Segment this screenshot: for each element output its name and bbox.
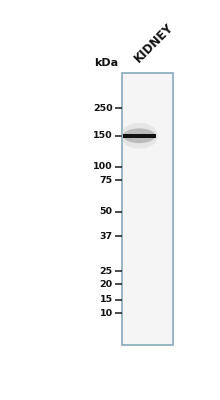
Text: 250: 250 bbox=[93, 104, 113, 112]
Bar bbox=[122, 73, 173, 345]
Text: 25: 25 bbox=[100, 267, 113, 276]
Text: 150: 150 bbox=[93, 131, 113, 140]
Text: 20: 20 bbox=[100, 280, 113, 289]
Text: kDa: kDa bbox=[95, 58, 119, 68]
Text: 100: 100 bbox=[93, 162, 113, 171]
Text: KIDNEY: KIDNEY bbox=[132, 21, 176, 65]
Text: 15: 15 bbox=[100, 295, 113, 304]
Text: 37: 37 bbox=[100, 232, 113, 241]
Text: 10: 10 bbox=[100, 309, 113, 318]
Text: 75: 75 bbox=[100, 176, 113, 185]
Ellipse shape bbox=[120, 123, 158, 149]
Ellipse shape bbox=[123, 128, 155, 143]
Text: 50: 50 bbox=[100, 207, 113, 216]
Bar bbox=[123, 134, 156, 138]
